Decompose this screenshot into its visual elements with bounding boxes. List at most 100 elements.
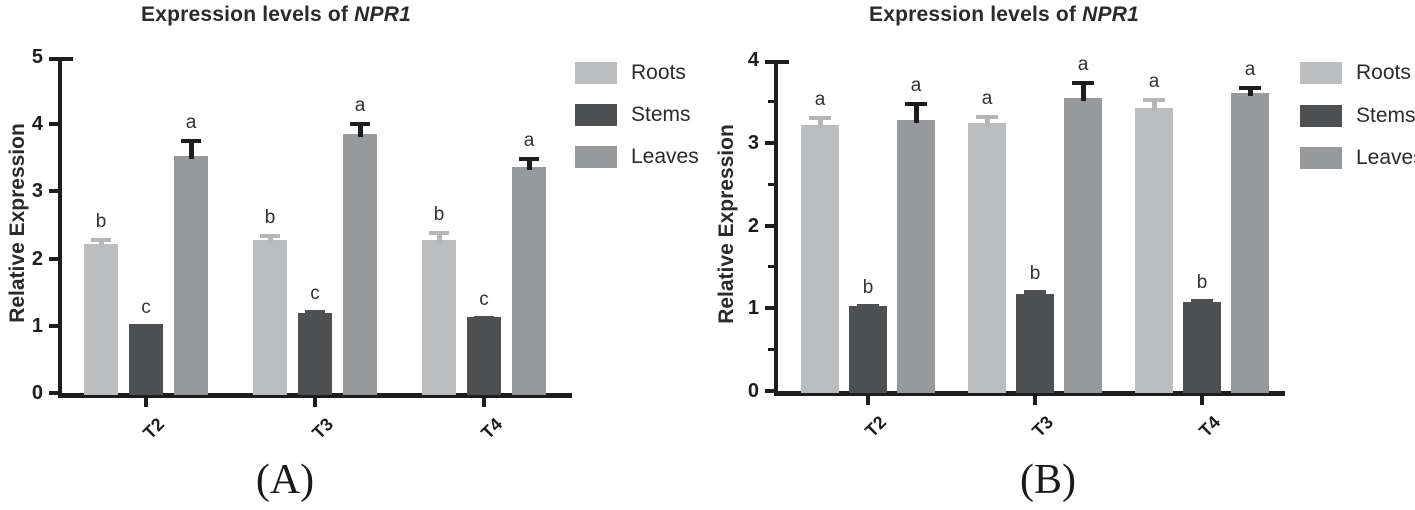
x-axis-line (774, 391, 1285, 396)
x-major-tick (482, 398, 486, 407)
errorbar-cap-stems-t3 (1024, 290, 1046, 295)
legend-label-roots: Roots (1356, 61, 1411, 84)
y-major-tick (49, 189, 58, 194)
legend-swatch-roots (575, 62, 617, 84)
panel-letter-a: (A) (255, 457, 315, 503)
sig-letter-roots-t4: b (433, 204, 445, 226)
y-tick-label: 4 (747, 49, 759, 71)
panel-letter-b: (B) (1020, 457, 1076, 503)
errorbar-stem-roots-t4 (1151, 101, 1157, 111)
errorbar-stem-roots-t3 (267, 237, 273, 244)
chart-title-a: Expression levels of NPR1 (141, 3, 411, 27)
y-tick-label: 0 (31, 382, 43, 404)
legend-label-leaves: Leaves (631, 145, 699, 168)
y-major-tick (765, 306, 774, 311)
bar-leaves-t3 (1064, 98, 1102, 393)
chart-title-b: Expression levels of NPR1 (869, 3, 1139, 27)
errorbar-cap-leaves-t2 (905, 102, 927, 107)
x-category-label: T2 (861, 412, 891, 442)
chart-title-text: Expression levels of (141, 3, 355, 26)
bar-roots-t2 (801, 124, 839, 393)
bar-leaves-t2 (174, 156, 208, 395)
bar-roots-t4 (1135, 107, 1173, 393)
legend-swatch-leaves (575, 146, 617, 168)
y-tick-label: 5 (31, 46, 43, 68)
errorbar-stem-leaves-t3 (357, 125, 363, 138)
bar-stems-t2 (129, 323, 163, 395)
errorbar-cap-leaves-t2 (181, 138, 201, 143)
y-axis-label-a: Relative Expression (6, 123, 29, 323)
sig-letter-stems-t4: c (479, 288, 489, 310)
bar-roots-t3 (253, 240, 287, 395)
errorbar-stem-stems-t3 (1032, 293, 1038, 298)
y-minor-tick (768, 265, 774, 269)
sig-letter-leaves-t3: a (1077, 53, 1089, 75)
bar-roots-t2 (84, 243, 118, 395)
y-axis-line (774, 60, 778, 396)
y-tick-label: 1 (31, 314, 43, 337)
x-major-tick (1033, 396, 1037, 405)
x-category-label: T4 (477, 414, 507, 444)
x-category-label: T2 (139, 414, 169, 444)
sig-letter-stems-t3: c (310, 283, 320, 305)
axis-top-cap (58, 57, 73, 61)
y-major-tick (49, 57, 58, 61)
errorbar-cap-roots-t2 (91, 238, 111, 243)
chart-title-text: Expression levels of (869, 3, 1083, 26)
sig-letter-roots-t2: a (814, 89, 826, 111)
y-tick-label: 2 (747, 214, 759, 237)
y-major-tick (49, 122, 58, 127)
y-major-tick (765, 60, 774, 64)
y-major-tick (49, 323, 58, 328)
sig-letter-roots-t4: a (1148, 71, 1160, 93)
errorbar-cap-stems-t4 (474, 315, 494, 320)
axis-top-cap (774, 60, 789, 64)
errorbar-stem-roots-t3 (984, 117, 990, 126)
sig-letter-stems-t3: b (1029, 263, 1041, 285)
y-major-tick (49, 256, 58, 261)
errorbar-cap-roots-t3 (260, 234, 280, 239)
y-tick-label: 1 (747, 297, 759, 320)
errorbar-cap-leaves-t4 (1239, 86, 1261, 91)
bar-leaves-t3 (343, 134, 377, 395)
errorbar-cap-leaves-t3 (1072, 80, 1094, 85)
sig-letter-stems-t4: b (1196, 272, 1208, 294)
x-major-tick (313, 398, 317, 407)
errorbar-cap-leaves-t3 (350, 122, 370, 127)
y-tick-label: 2 (31, 247, 43, 270)
x-major-tick (1200, 396, 1204, 405)
y-minor-tick (768, 99, 774, 103)
errorbar-stem-leaves-t2 (913, 105, 919, 124)
sig-letter-stems-t2: b (862, 277, 874, 299)
errorbar-stem-leaves-t4 (526, 160, 532, 171)
legend-label-leaves: Leaves (1356, 146, 1415, 169)
sig-letter-roots-t2: b (95, 211, 107, 233)
legend-label-roots: Roots (631, 61, 686, 84)
legend-swatch-roots (1300, 62, 1342, 84)
errorbar-cap-roots-t4 (1143, 98, 1165, 103)
bar-leaves-t4 (1231, 93, 1269, 393)
sig-letter-leaves-t2: a (185, 111, 197, 133)
sig-letter-leaves-t2: a (910, 75, 922, 97)
sig-letter-roots-t3: b (264, 207, 276, 229)
errorbar-stem-leaves-t4 (1247, 89, 1253, 97)
x-category-label: T4 (1195, 412, 1225, 442)
x-major-tick (866, 396, 870, 405)
errorbar-cap-roots-t4 (429, 231, 449, 236)
errorbar-cap-stems-t3 (305, 310, 325, 315)
x-major-tick (144, 398, 148, 407)
gene-name-italic: NPR1 (1082, 3, 1139, 26)
y-tick-label: 3 (747, 131, 759, 154)
y-tick-label: 4 (31, 113, 43, 136)
errorbar-cap-stems-t2 (857, 304, 879, 309)
bar-stems-t3 (298, 313, 332, 395)
gene-name-italic: NPR1 (354, 3, 411, 26)
errorbar-stem-roots-t2 (817, 119, 823, 128)
y-major-tick (49, 391, 58, 395)
bar-leaves-t4 (512, 167, 546, 395)
bar-stems-t4 (467, 317, 501, 395)
errorbar-cap-stems-t4 (1191, 299, 1213, 304)
bar-leaves-t2 (897, 120, 935, 393)
sig-letter-stems-t2: c (141, 296, 151, 318)
